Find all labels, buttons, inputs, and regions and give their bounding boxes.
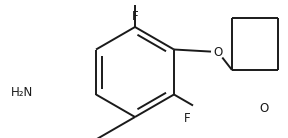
Text: F: F — [184, 112, 190, 124]
Text: H₂N: H₂N — [11, 86, 33, 99]
Text: F: F — [132, 10, 138, 22]
Text: O: O — [213, 46, 223, 59]
Text: O: O — [259, 102, 269, 115]
